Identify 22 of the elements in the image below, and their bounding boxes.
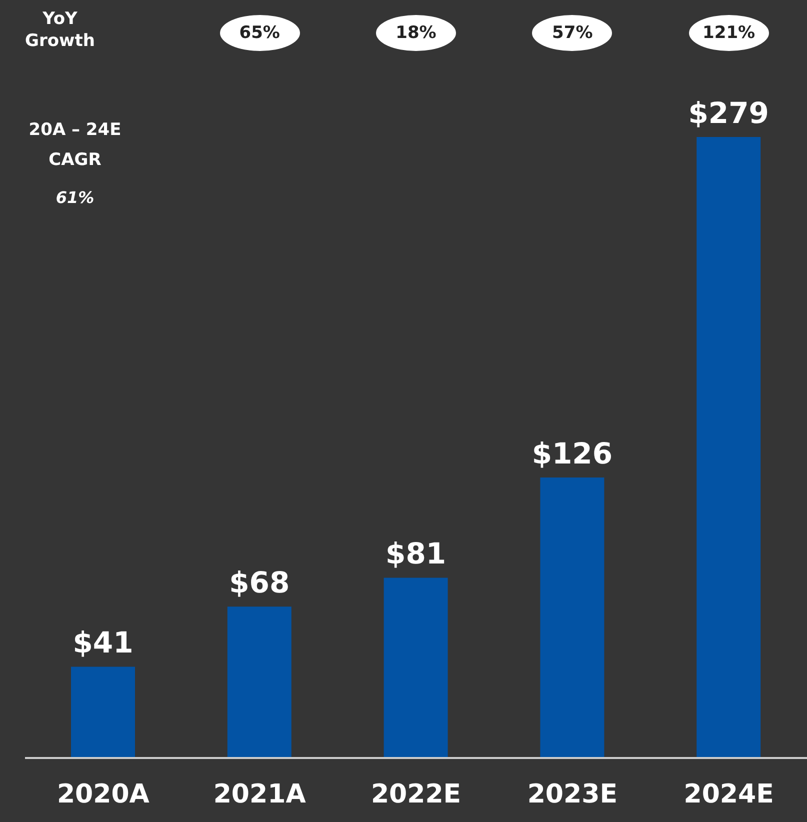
- data-label: $126: [532, 436, 613, 471]
- bar: [227, 606, 292, 758]
- x-tick-label: 2023E: [527, 779, 618, 810]
- text: YoY Growth: [24, 8, 96, 52]
- bar: [696, 137, 761, 758]
- annotation: 20A – 24E CAGR: [28, 119, 122, 172]
- x-tick-label: 2024E: [684, 779, 774, 810]
- oval-badge: 57%: [532, 15, 612, 51]
- oval-badge: 65%: [220, 15, 300, 51]
- data-label: $81: [386, 536, 446, 571]
- annotation: 61%: [54, 188, 96, 207]
- oval-badge: 121%: [688, 15, 769, 51]
- oval-badge: 18%: [376, 15, 456, 51]
- bar: [540, 478, 604, 758]
- data-label: $279: [688, 96, 769, 130]
- data-label: $41: [72, 626, 134, 660]
- x-tick-label: 2022E: [370, 779, 462, 810]
- bar: [71, 666, 135, 758]
- x-tick-label: 2020A: [56, 779, 150, 810]
- data-label: $68: [229, 566, 290, 600]
- bar: [384, 578, 448, 758]
- x-tick-label: 2021A: [213, 779, 306, 810]
